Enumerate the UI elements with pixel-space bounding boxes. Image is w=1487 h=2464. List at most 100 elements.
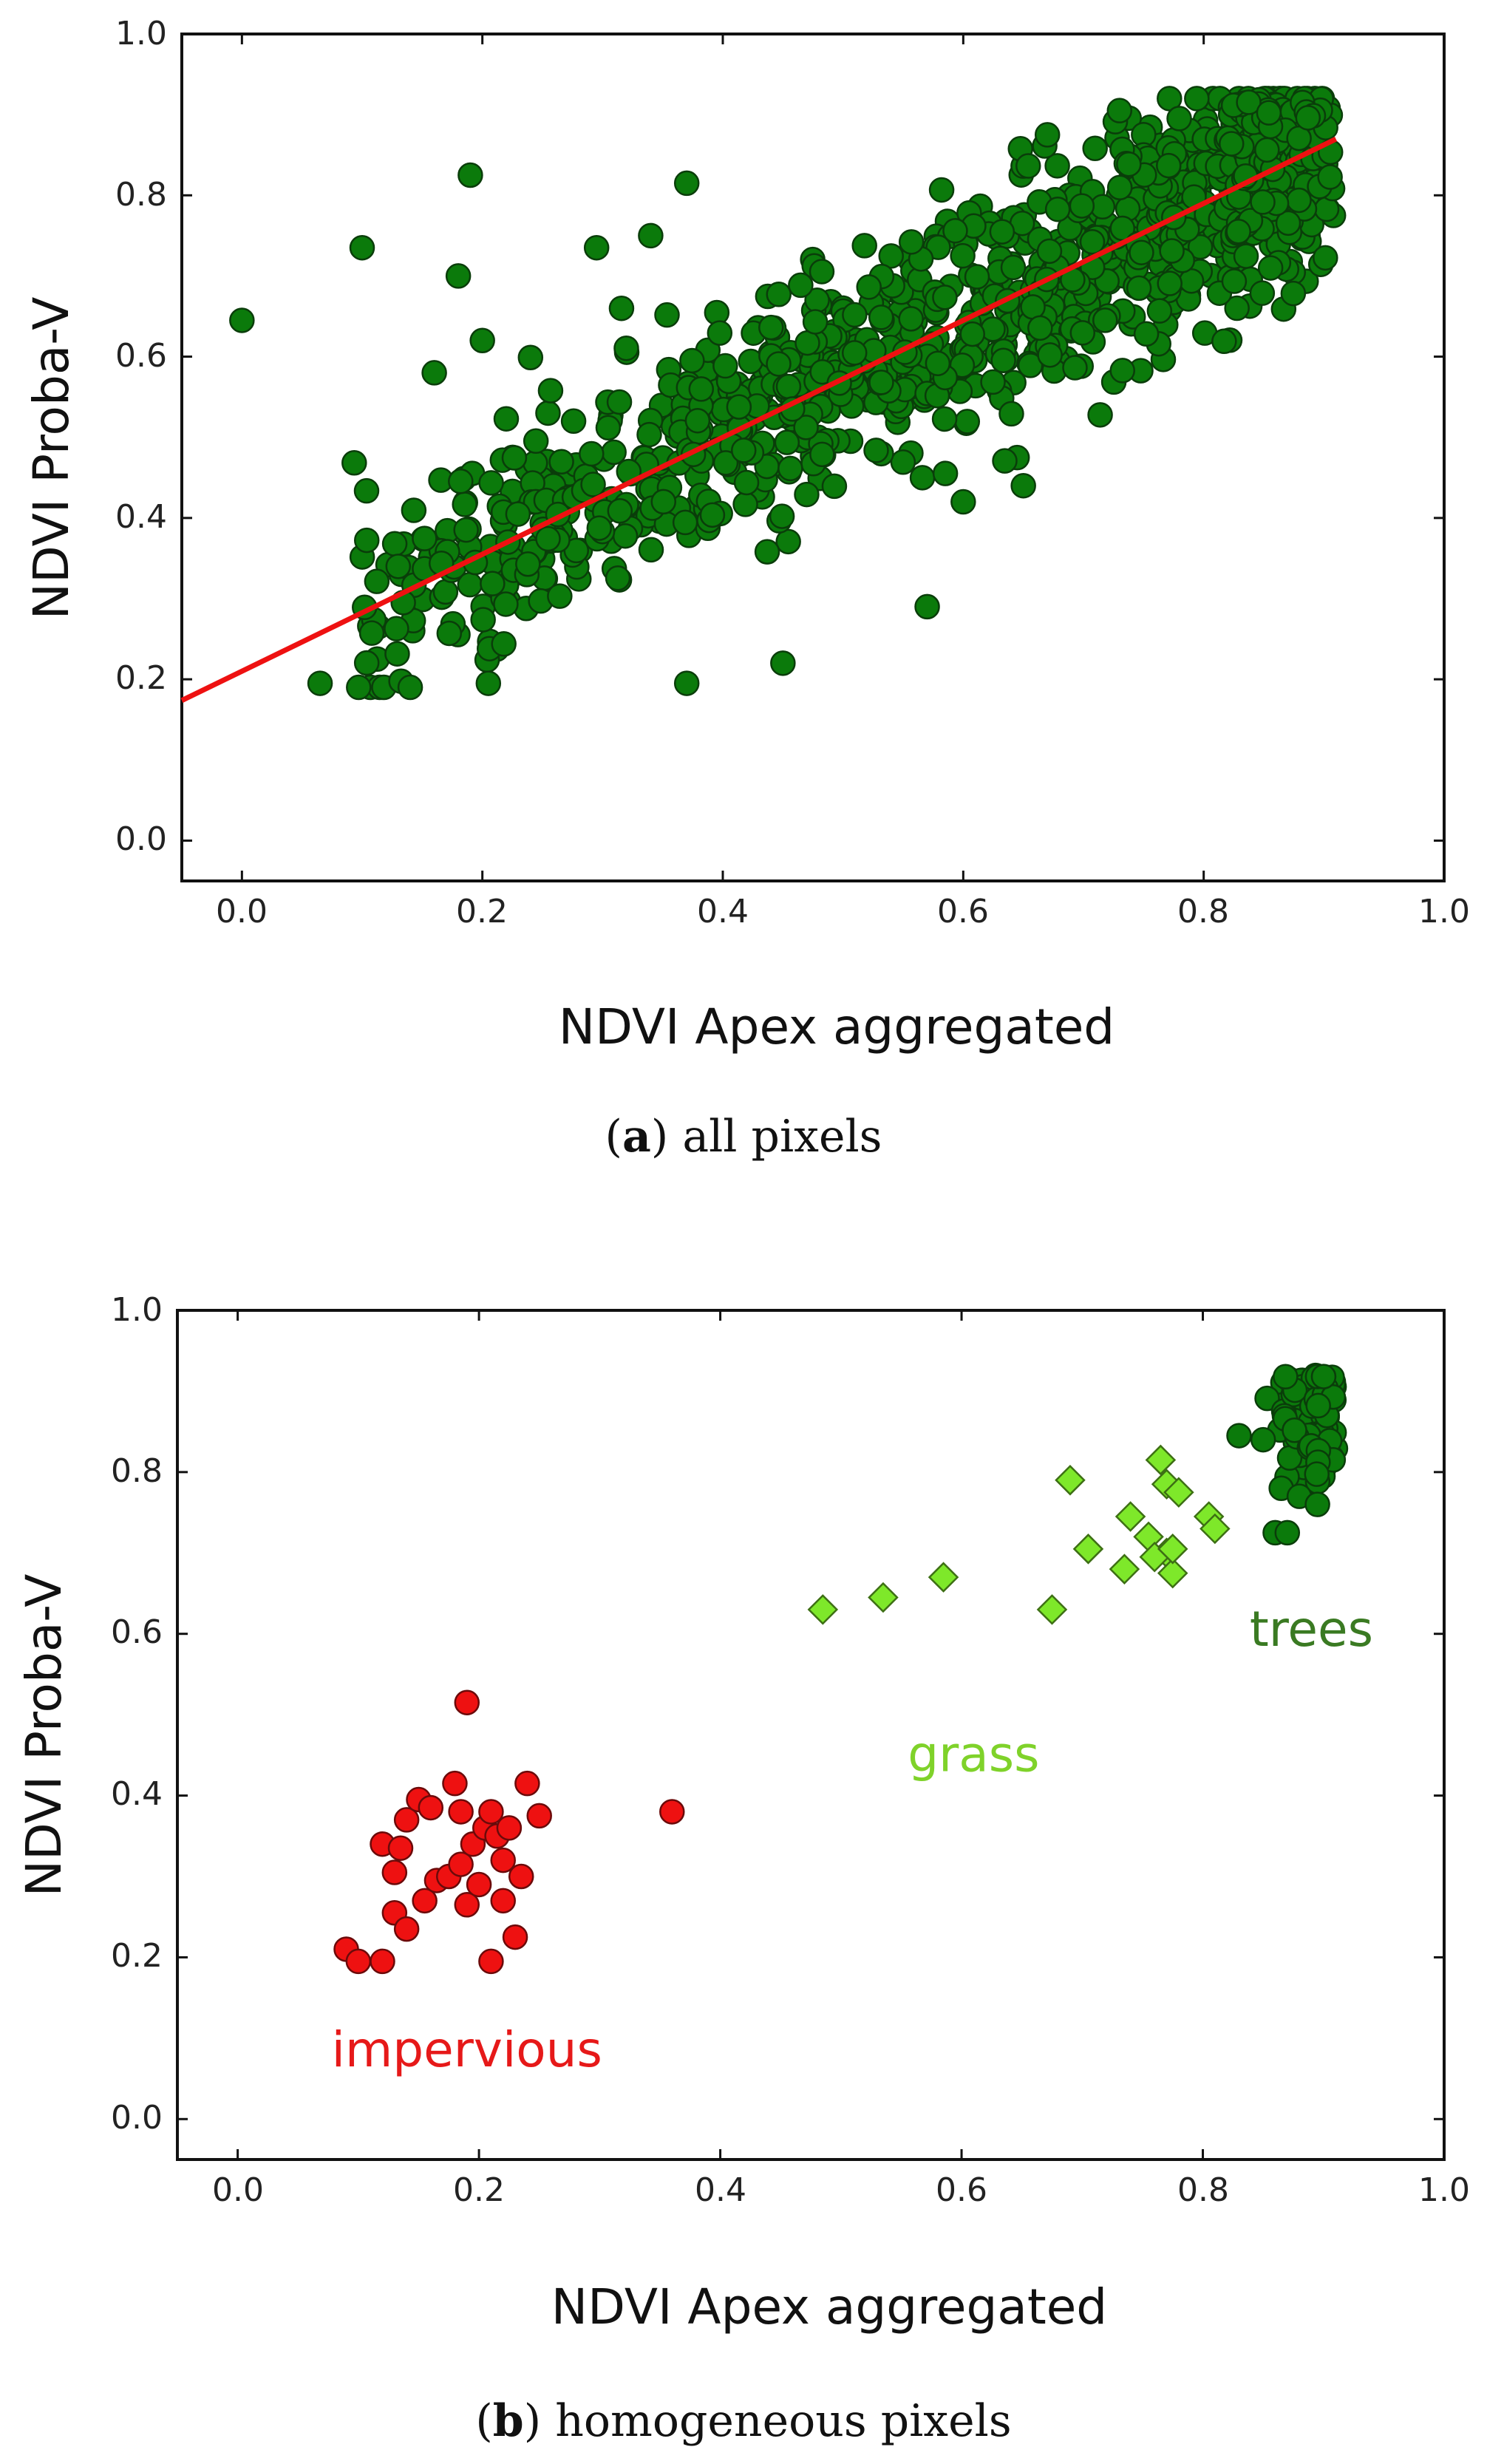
scatter-point [949,352,976,378]
panel-b-tick-marks [177,1309,1446,2160]
scatter-point [770,650,796,676]
grass-point [1072,1534,1104,1565]
scatter-point [523,428,549,455]
panel-a-y-axis-label: NDVI Proba-V [23,297,80,620]
scatter-point [679,347,705,374]
impervious-point [448,1799,474,1825]
scatter-point [775,528,801,555]
scatter-point [1211,328,1237,355]
panel-b-y-ticks: 0.0 0.2 0.4 0.6 0.8 1.0 [111,1291,163,2137]
grass-label: grass [908,1726,1039,1783]
scatter-point [493,591,519,617]
scatter-point [1020,294,1046,320]
trees-point [1310,1364,1337,1389]
scatter-point [1224,295,1250,321]
panel-a-y-ticks: 0.0 0.2 0.4 0.6 0.8 1.0 [115,15,167,858]
panel-b-xtick-label: 0.6 [936,2171,987,2209]
panel-a-xtick-label: 0.4 [697,893,749,930]
scatter-point [794,481,820,508]
scatter-point [821,473,848,500]
trees-point [1304,1491,1330,1517]
impervious-point [454,1689,480,1715]
scatter-point [452,491,477,517]
scatter-point [448,469,474,494]
impervious-point [502,1924,528,1950]
scatter-point [774,429,800,455]
scatter-point [601,439,627,466]
scatter-point [769,503,795,529]
panel-b-ytick-label: 0.4 [111,1775,163,1813]
scatter-point [932,285,958,310]
panel-b-xtick-label: 0.4 [695,2171,746,2209]
scatter-point [1010,472,1036,499]
scatter-point [1037,342,1063,368]
scatter-point [868,304,894,330]
impervious-point [393,1916,420,1942]
scatter-point [1034,122,1061,148]
panel-a-ytick-label: 0.2 [115,659,167,697]
scatter-point [989,219,1015,245]
scatter-point [1184,86,1210,112]
scatter-point [1221,268,1248,294]
scatter-point [942,217,968,244]
impervious-point [508,1863,534,1890]
scatter-point [583,234,610,261]
scatter-point [432,579,459,605]
scatter-point [535,525,561,552]
grass-point [1157,1534,1188,1565]
scatter-point [1317,164,1343,190]
scatter-point [469,327,495,353]
scatter-point [841,340,868,366]
panel-a-xtick-label: 0.6 [937,893,989,930]
impervious-point [442,1770,468,1797]
scatter-point [517,344,544,371]
scatter-point [925,350,951,376]
impervious-point [514,1770,540,1797]
grass-point [1115,1501,1146,1532]
panel-a-ytick-label: 1.0 [115,15,167,52]
impervious-point [478,1948,504,1975]
scatter-point [842,302,868,328]
scatter-point [586,515,613,541]
panel-a-caption-text: all pixels [668,1111,882,1163]
panel-b-ytick-label: 1.0 [111,1291,163,1329]
scatter-point [412,525,438,551]
impervious-point [466,1871,492,1898]
panel-b-x-axis-label: NDVI Apex aggregated [551,2278,1107,2335]
scatter-point [470,607,496,633]
scatter-point [1254,137,1280,163]
scatter-point [560,408,587,435]
scatter-point [931,406,958,432]
scatter-point [501,445,528,471]
panel-b-caption-letter: b [493,2395,524,2447]
scatter-point [401,497,427,523]
scatter-point [990,347,1016,374]
panel-a-ytick-label: 0.4 [115,498,167,536]
impervious-point [490,1888,516,1914]
scatter-point [1036,238,1063,265]
scatter-point [638,222,664,249]
trees-point [1274,1519,1301,1546]
panel-b-ytick-label: 0.6 [111,1613,163,1651]
panel-a-x-axis-label: NDVI Apex aggregated [559,998,1115,1055]
impervious-point [490,1847,516,1873]
scatter-point [548,449,574,475]
impervious-point [659,1799,685,1825]
scatter-point [712,353,738,379]
scatter-point [608,295,635,321]
grass-point [1157,1557,1188,1589]
scatter-point [863,438,889,463]
scatter-point [1109,358,1135,384]
panel-a-ytick-label: 0.8 [115,176,167,214]
impervious-point [370,1948,395,1975]
scatter-point [890,449,916,475]
scatter-point [754,539,780,565]
grass-point [928,1562,959,1593]
grass-point [1036,1594,1068,1625]
scatter-point [1015,153,1041,179]
scatter-point [673,670,700,696]
scatter-point [579,440,605,467]
scatter-point [1256,100,1282,126]
panel-a-caption: (a) all pixels [605,1111,882,1163]
scatter-point [980,369,1006,395]
